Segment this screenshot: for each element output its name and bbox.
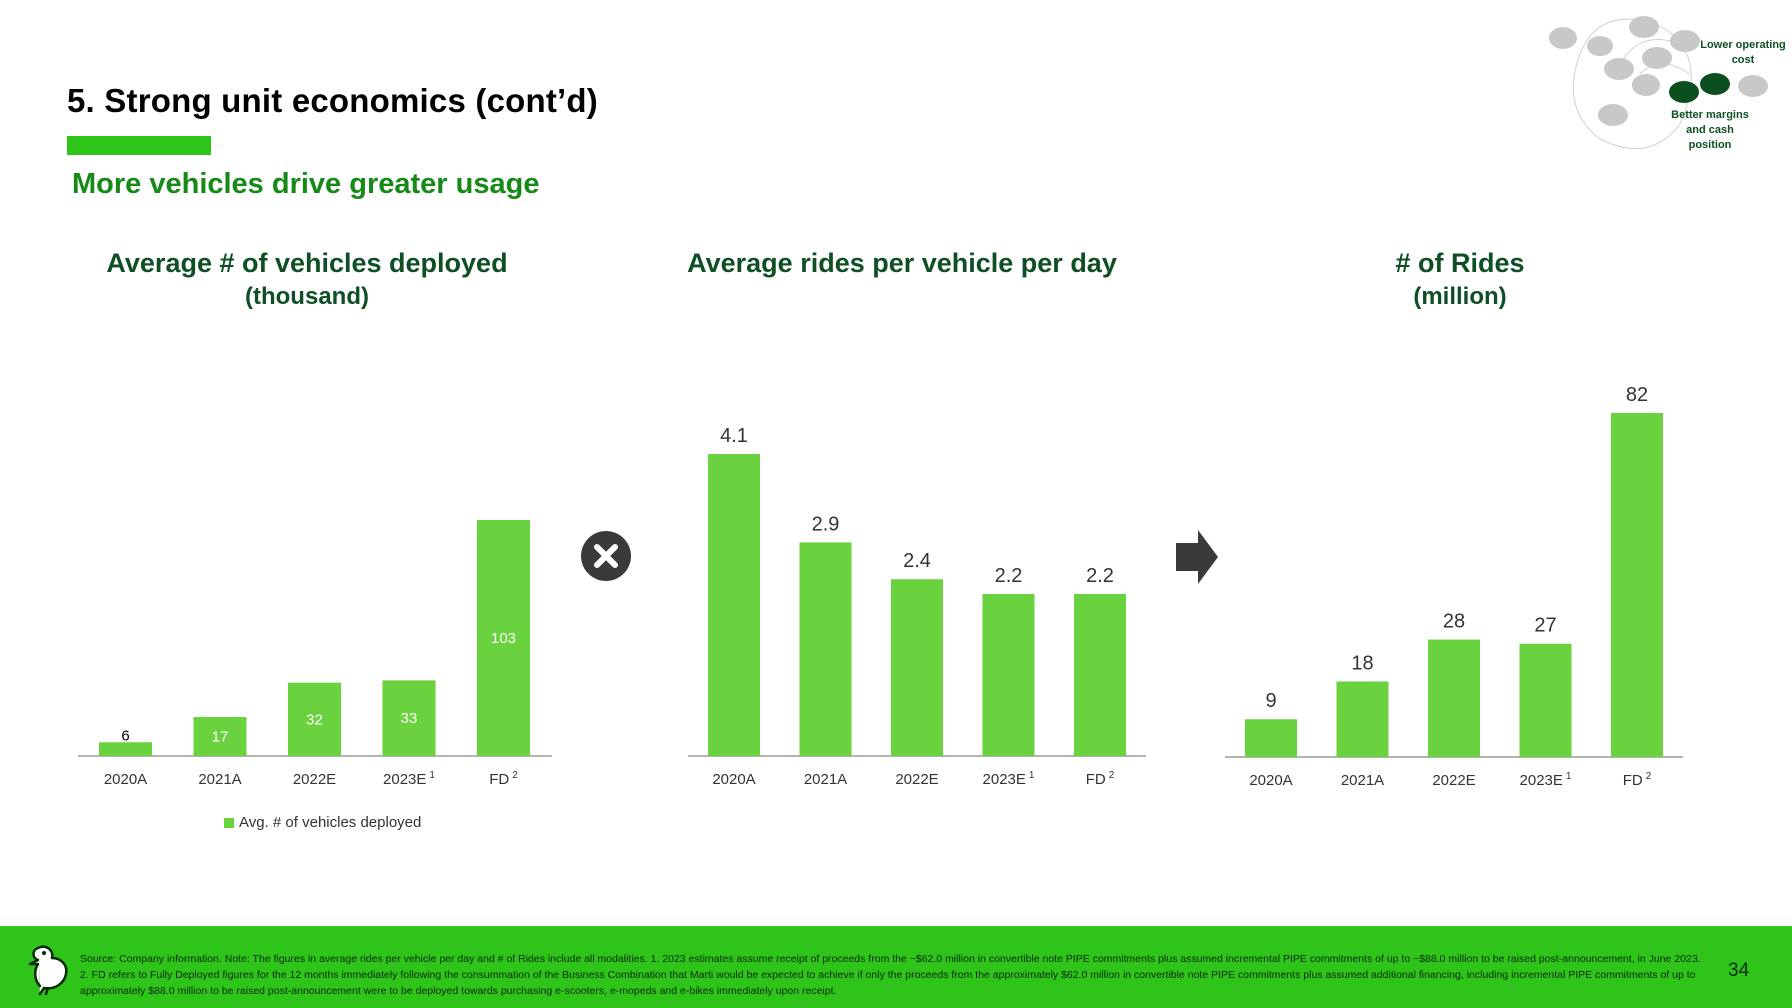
- flywheel-node: [1642, 47, 1672, 69]
- legend-swatch: [224, 817, 234, 828]
- bar: [477, 520, 530, 756]
- flywheel-graphic: [1549, 16, 1768, 150]
- x-tick-label: 2023E 1: [1520, 771, 1572, 789]
- flywheel-node: [1549, 27, 1577, 49]
- bar: [99, 742, 152, 756]
- x-tick-label: 2022E: [895, 771, 938, 788]
- flywheel-node: [1604, 58, 1634, 80]
- footnote-mark: 1: [1029, 770, 1035, 781]
- x-tick-label: 2021A: [1341, 772, 1384, 789]
- footnote-mark: 2: [1109, 770, 1115, 781]
- bar: [382, 680, 436, 756]
- flywheel-node-highlight: [1700, 73, 1730, 95]
- flywheel-node: [1738, 75, 1768, 97]
- chart-title-rides-per-vehicle-text: Average rides per vehicle per day: [687, 248, 1117, 278]
- data-label: 2.2: [995, 565, 1023, 587]
- data-label: 18: [1351, 652, 1373, 674]
- x-tick-label: 2020A: [104, 771, 147, 788]
- flywheel-node: [1632, 74, 1660, 96]
- data-label: 17: [212, 729, 229, 746]
- x-tick-label: 2023E 1: [983, 770, 1035, 788]
- data-label: 6: [121, 727, 129, 744]
- bar: [1336, 681, 1389, 757]
- chart-legend-vehicles: Avg. # of vehicles deployed: [224, 814, 421, 831]
- data-label: 9: [1265, 690, 1276, 712]
- x-tick-label: 2020A: [712, 771, 755, 788]
- bar: [1245, 719, 1297, 757]
- chart-unit-rides: (million): [1413, 283, 1507, 310]
- chart-title-rides-per-vehicle: Average rides per vehicle per day: [662, 246, 1142, 280]
- footnote-mark: 1: [429, 770, 435, 781]
- chart-title-rides-text: # of Rides: [1395, 248, 1525, 278]
- footnote-mark: 2: [1646, 771, 1652, 782]
- slide-subtitle: More vehicles drive greater usage: [72, 168, 540, 200]
- x-tick-label: FD 2: [489, 770, 518, 788]
- data-label: 28: [1443, 611, 1465, 633]
- arrow-right-icon: [1176, 530, 1218, 584]
- x-tick-label: FD 2: [1623, 771, 1652, 789]
- footer-source-note: Source: Company information. Note: The f…: [80, 953, 1701, 997]
- chart-title-vehicles-text: Average # of vehicles deployed: [106, 248, 508, 278]
- title-accent-bar: [67, 136, 211, 155]
- chart-unit-vehicles: (thousand): [245, 283, 369, 310]
- flywheel-diagram: Lower operating cost Better margins and …: [1540, 14, 1790, 164]
- flywheel-node-highlight: [1669, 81, 1699, 103]
- bar: [1074, 593, 1126, 756]
- data-label: 82: [1626, 384, 1648, 406]
- page-number: 34: [1728, 960, 1750, 981]
- data-label: 2.4: [903, 550, 931, 572]
- x-tick-label: 2021A: [198, 771, 241, 788]
- footer-bar: [0, 926, 1792, 1008]
- x-tick-label: 2022E: [1432, 772, 1475, 789]
- bar: [288, 682, 341, 756]
- mascot-logo-icon: [28, 945, 68, 996]
- chart-title-vehicles: Average # of vehicles deployed (thousand…: [80, 246, 534, 314]
- bar: [982, 593, 1035, 756]
- data-label: 32: [306, 711, 323, 728]
- bar: [1611, 413, 1663, 757]
- bar: [193, 717, 247, 756]
- flywheel-arc: [1572, 18, 1692, 150]
- data-label: 4.1: [720, 425, 748, 447]
- bar: [1428, 639, 1480, 757]
- data-label: 27: [1534, 615, 1556, 637]
- legend-label: Avg. # of vehicles deployed: [239, 814, 422, 831]
- diagram-label-top: Lower operating cost: [1700, 39, 1786, 66]
- flywheel-node: [1598, 104, 1628, 126]
- bar: [799, 542, 852, 756]
- x-tick-label: 2020A: [1249, 772, 1292, 789]
- footnote-mark: 2: [512, 770, 518, 781]
- charts-canvas: 2020A 6 2021A 17 2022E 32 2023E 1 33 FD 2 103 2020A 4…: [78, 384, 1683, 789]
- x-tick-label: 2021A: [804, 771, 847, 788]
- footnote-mark: 1: [1566, 771, 1572, 782]
- slide-title: 5. Strong unit economics (cont’d): [67, 82, 598, 119]
- close-circle-icon: [581, 531, 631, 581]
- flywheel-node: [1670, 30, 1700, 52]
- bar: [891, 579, 943, 756]
- flywheel-node: [1629, 16, 1659, 38]
- data-label: 33: [401, 710, 418, 727]
- bar: [708, 454, 760, 756]
- data-label: 103: [491, 630, 516, 647]
- data-label: 2.2: [1086, 565, 1114, 587]
- x-tick-label: 2022E: [293, 771, 336, 788]
- x-tick-label: FD 2: [1086, 770, 1115, 788]
- diagram-label-bottom: Better margins and cash position: [1671, 109, 1749, 151]
- flywheel-node: [1587, 36, 1613, 56]
- x-tick-label: 2023E 1: [383, 770, 435, 788]
- bar: [1519, 643, 1572, 757]
- data-label: 2.9: [812, 513, 840, 535]
- chart-title-rides: # of Rides (million): [1260, 246, 1660, 314]
